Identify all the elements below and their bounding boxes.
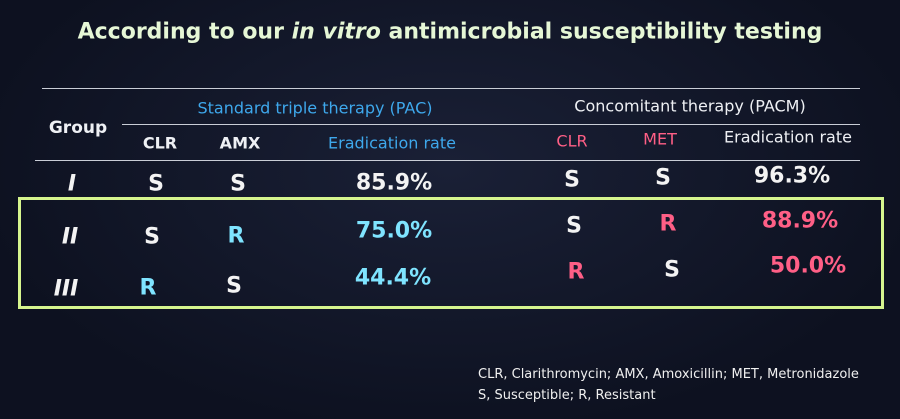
slide-title: According to our in vitro antimicrobial … <box>78 20 823 45</box>
cell: 50.0% <box>769 253 847 279</box>
cell: 88.9% <box>761 208 839 234</box>
cell: S <box>664 257 680 283</box>
column-header: Eradication rate <box>724 127 852 147</box>
cell: R <box>659 211 677 237</box>
column-group: Standard triple therapy (PAC) <box>197 98 433 118</box>
footnote: S, Susceptible; R, Resistant <box>478 388 656 403</box>
column-header: AMX <box>219 133 261 153</box>
cell: S <box>144 224 160 250</box>
column-group: Concomitant therapy (PACM) <box>574 96 806 116</box>
cell: 85.9% <box>355 170 433 196</box>
group-label: I <box>67 171 77 197</box>
cell: R <box>227 223 245 249</box>
table-rule <box>42 88 860 89</box>
group-header: Group <box>48 118 108 138</box>
cell: R <box>139 275 157 301</box>
cell: 44.4% <box>354 265 432 291</box>
cell: S <box>655 165 671 191</box>
title-italic: in vitro <box>291 19 381 45</box>
cell: S <box>566 213 582 239</box>
cell: S <box>226 273 242 299</box>
cell: 75.0% <box>355 218 433 244</box>
column-header: CLR <box>142 133 178 153</box>
group-label: II <box>61 224 79 250</box>
group-label: III <box>53 276 79 302</box>
title-text: According to our <box>77 19 292 45</box>
table-rule <box>35 160 860 161</box>
footnote: CLR, Clarithromycin; AMX, Amoxicillin; M… <box>478 367 859 382</box>
cell: S <box>148 171 164 197</box>
column-header: MET <box>643 129 677 149</box>
cell: 96.3% <box>753 163 831 189</box>
title-text: antimicrobial susceptibility testing <box>380 19 823 45</box>
cell: R <box>567 259 585 285</box>
cell: S <box>564 167 580 193</box>
table-rule <box>122 124 860 125</box>
column-header: CLR <box>556 131 588 151</box>
column-header: Eradication rate <box>328 133 456 153</box>
highlight-box <box>18 197 884 309</box>
cell: S <box>230 171 246 197</box>
